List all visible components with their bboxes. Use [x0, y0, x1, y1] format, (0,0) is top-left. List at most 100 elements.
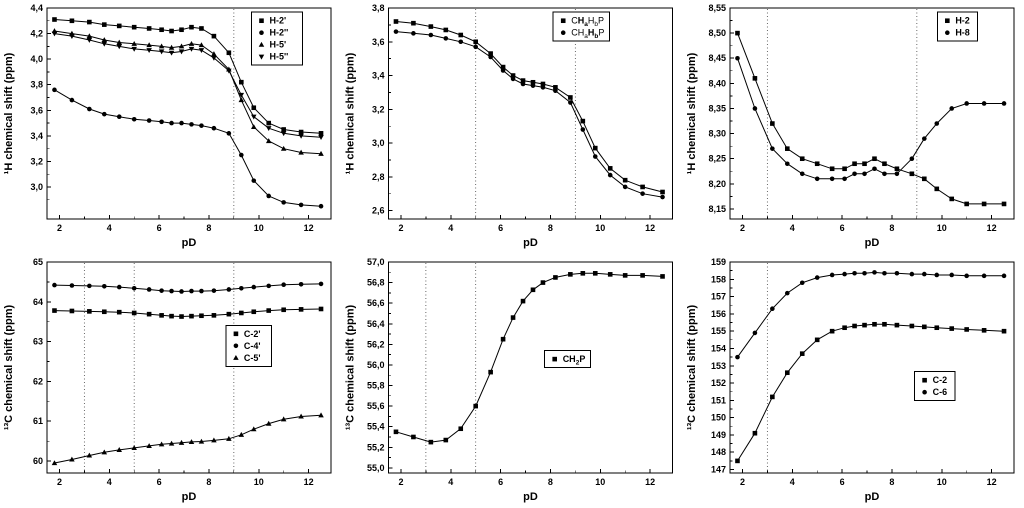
x-tick-label: 4: [448, 223, 453, 233]
y-tick-label: 8,20: [708, 179, 726, 189]
series-h-2-: [52, 87, 324, 209]
y-tick-label: 55,8: [367, 381, 385, 391]
x-tick-label: 8: [548, 223, 553, 233]
c13-base-carbons-plot: 2 4 6 8 10 12 147 148 149 150 151 152 153 154 155 156 15…: [686, 257, 1015, 503]
y-axis: 3,0 3,2 3,4 3,6 3,8 4,0 4,2 4,4: [30, 3, 51, 201]
y-tick-label: 2,6: [372, 206, 385, 216]
x-axis-title: pD: [865, 491, 880, 503]
legend: H-2H-8: [936, 11, 979, 42]
x-axis: 2 4 6 8 10 12: [398, 215, 655, 233]
y-tick-label: 55,0: [367, 463, 385, 473]
x-tick-label: 10: [595, 477, 605, 487]
y-tick-label: 3,4: [30, 131, 43, 141]
x-axis-title: pD: [182, 491, 197, 503]
series-c-5-: [51, 412, 324, 466]
y-tick-label: 152: [711, 378, 726, 388]
legend-label: CHaHbP: [571, 16, 604, 28]
legend-label: C-2': [244, 329, 261, 339]
x-axis: 2 4 6 8 10 12: [740, 215, 997, 233]
x-tick-label: 6: [498, 477, 503, 487]
x-tick-label: 8: [206, 223, 211, 233]
x-axis: 2 4 6 8 10 12: [398, 469, 655, 487]
x-tick-label: 6: [157, 223, 162, 233]
y-tick-label: 149: [711, 430, 726, 440]
y-tick-label: 65: [33, 257, 43, 267]
x-tick-label: 10: [254, 477, 264, 487]
y-tick-label: 3,6: [30, 105, 43, 115]
series-h-5-: [51, 31, 324, 141]
y-tick-label: 3,8: [372, 3, 385, 13]
y-tick-label: 155: [711, 326, 726, 336]
legend-label: C-6: [933, 387, 948, 397]
y-tick-label: 62: [33, 376, 43, 386]
y-axis-title: ¹H chemical shift (ppm): [686, 52, 698, 174]
x-tick-label: 2: [740, 477, 745, 487]
y-tick-label: 56,2: [367, 339, 385, 349]
chart-panel-bottom-right: 2 4 6 8 10 12 147 148 149 150 151 152 153 154 155 156 15…: [683, 254, 1024, 508]
legend: H-2' H-2'' H-5' H-5'': [250, 11, 303, 66]
x-tick-label: 2: [57, 223, 62, 233]
y-tick-label: 148: [711, 447, 726, 457]
legend: C-2' C-4' C-5': [225, 324, 273, 367]
x-axis-title: pD: [182, 237, 197, 249]
y-tick-label: 55,4: [367, 422, 385, 432]
legend: C-2C-6: [914, 371, 956, 402]
y-tick-label: 8,30: [708, 129, 726, 139]
series-c-2: [735, 321, 1007, 464]
x-tick-label: 10: [595, 223, 605, 233]
h1-sugar-protons-plot: 2 4 6 8 10 123,03,23,43,63,84,04,24,4H-2'H-2'…: [3, 3, 332, 249]
y-tick-label: 157: [711, 292, 726, 302]
legend-label: C-4': [244, 341, 261, 351]
legend-label: H-2: [955, 16, 970, 26]
x-axis-title: pD: [865, 237, 880, 249]
y-axis: 55,0 55,2 55,4 55,6 55,8 56,0 56,2 56,4 56,6 56,8…: [367, 257, 393, 473]
x-tick-label: 4: [107, 223, 112, 233]
y-axis: 147 148 149 150 151 152 153 154 155 156 157 158 159: [711, 257, 734, 475]
y-tick-label: 8,40: [708, 78, 726, 88]
x-tick-label: 6: [840, 223, 845, 233]
x-tick-label: 12: [645, 223, 655, 233]
series-c-4-: [52, 281, 324, 294]
y-tick-label: 8,15: [708, 204, 726, 214]
y-axis: 60 61 62 63 64 65: [33, 257, 51, 466]
y-tick-label: 3,6: [372, 37, 385, 47]
y-tick-label: 56,8: [367, 278, 385, 288]
x-tick-label: 2: [57, 477, 62, 487]
legend-label: CHaHbP: [571, 28, 604, 40]
series-c-2-: [52, 306, 324, 319]
y-tick-label: 3,2: [372, 104, 385, 114]
x-axis: 2 4 6 8 10 12: [57, 215, 314, 233]
y-tick-label: 154: [711, 343, 726, 353]
y-tick-label: 60: [33, 456, 43, 466]
y-tick-label: 56,4: [367, 319, 385, 329]
y-tick-label: 56,6: [367, 298, 385, 308]
c13-pch2-carbon-plot: 2 4 6 8 10 12 55,0 55,2 55,4 55,6 55,8 56,0 56,2 56,4…: [345, 257, 673, 503]
series-c-6: [735, 270, 1007, 360]
y-tick-label: 57,0: [367, 257, 385, 267]
y-tick-label: 3,8: [30, 80, 43, 90]
y-tick-label: 64: [33, 297, 43, 307]
y-axis: 2,6 2,8 3,0 3,2 3,4 3,6 3,8: [372, 3, 393, 216]
legend-label: C-2: [933, 375, 948, 385]
chart-panel-bottom-left: 2 4 6 8 10 12 60 61 62 63 64 65 C-2' C-4' C-5' pD ¹³C ch…: [0, 254, 341, 508]
h1-pch2-protons-plot: 2 4 6 8 10 12 2,6 2,8 3,0 3,2 3,4 3,6 3,8 CHaHbPCHaHb…: [345, 3, 673, 249]
y-tick-label: 8,35: [708, 103, 726, 113]
x-tick-label: 8: [889, 477, 894, 487]
y-tick-label: 158: [711, 274, 726, 284]
y-tick-label: 151: [711, 395, 726, 405]
y-axis-title: ¹³C chemical shift (ppm): [3, 305, 15, 431]
y-tick-label: 4,2: [30, 29, 43, 39]
x-tick-label: 6: [157, 477, 162, 487]
y-tick-label: 4,4: [30, 3, 43, 13]
y-tick-label: 63: [33, 337, 43, 347]
x-tick-label: 8: [548, 477, 553, 487]
h1-base-protons-plot: 2 4 6 8 10 12 8,15 8,20 8,25 8,30 8,35 8,40 8,45 8,50…: [686, 3, 1015, 249]
x-tick-label: 6: [498, 223, 503, 233]
legend: CH2P: [544, 350, 591, 369]
y-axis-title: ¹³C chemical shift (ppm): [345, 305, 357, 431]
chart-panel-top-middle: 2 4 6 8 10 12 2,6 2,8 3,0 3,2 3,4 3,6 3,8 CHaHbP CHaHb…: [341, 0, 683, 254]
y-axis: 8,15 8,20 8,25 8,30 8,35 8,40 8,45 8,50 8,55: [708, 3, 734, 214]
plot-frame: [729, 261, 1015, 474]
y-tick-label: 2,8: [372, 172, 385, 182]
